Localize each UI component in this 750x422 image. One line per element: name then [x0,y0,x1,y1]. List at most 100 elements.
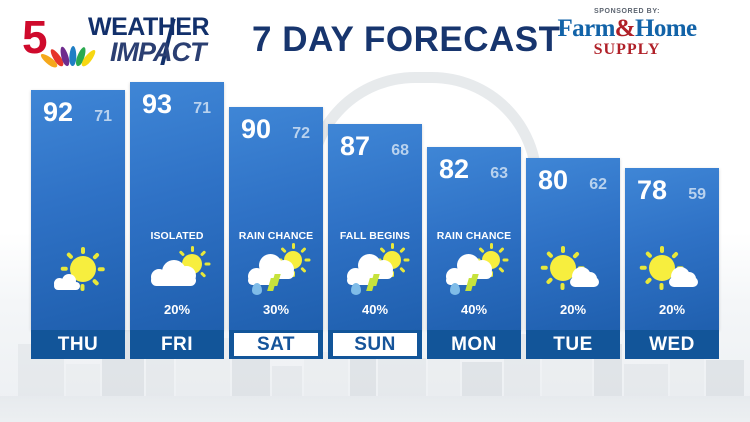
storm-with-sun-icon [229,243,323,297]
cloud-base [457,268,492,279]
sun-ray [561,246,565,253]
sun-ray [546,277,554,285]
forecast-day-column-fri[interactable]: 93 71 ISOLATED 20% [130,82,224,330]
high-temperature: 82 [439,154,470,184]
weather-icon [130,245,224,297]
sun-ray [204,262,210,266]
cloud-base [54,282,80,290]
high-temperature: 78 [637,175,668,205]
sun-ray [178,250,185,257]
day-label-band-sat[interactable]: SAT [229,330,323,359]
page-title: 7 DAY FORECAST [252,20,561,59]
temperature-group: 78 59 [625,175,719,209]
sun-ray [291,243,295,249]
sun-with-cloud-icon [625,245,719,297]
condition-description: ISOLATED [150,230,204,242]
day-label-band-wed[interactable]: WED [625,330,719,359]
day-label-band-fri[interactable]: FRI [130,330,224,359]
sun-ray [403,258,409,262]
weather-icon [31,245,125,297]
sun-ray [660,246,664,253]
condition-description: RAIN CHANCE [436,230,512,242]
nbc5-logo: 5 [22,11,98,70]
low-temperature: 62 [589,176,607,193]
high-temperature: 90 [241,114,272,144]
raindrop-icon [351,283,361,295]
low-temperature: 71 [94,108,112,125]
day-label-band-mon[interactable]: MON [427,330,521,359]
temperature-group: 90 72 [229,114,323,148]
sponsor-name-farm: Farm [557,15,616,42]
sun-ray [378,246,386,254]
raindrop-icon [450,283,460,295]
condition-description: RAIN CHANCE [238,230,314,242]
low-temperature: 59 [688,186,706,203]
weather-icon [625,245,719,297]
precipitation-chance: 20% [163,302,191,317]
channel-number: 5 [22,11,48,63]
day-highlight-box [333,333,417,356]
high-temperature: 87 [340,131,371,161]
forecast-day-column-wed[interactable]: 78 59 20% [625,168,719,330]
temperature-group: 92 71 [31,97,125,131]
sun-ray [640,266,647,270]
cloud-base [347,276,377,285]
forecast-day-column-mon[interactable]: 82 63 RAIN CHANCE 40% [427,147,521,330]
sponsor-logo: SPONSORED BY: Farm&Home SUPPLY [532,8,722,58]
cloud-base [358,268,393,279]
precipitation-chance: 20% [658,302,686,317]
day-label: FRI [160,334,194,355]
day-label: SUN [354,334,396,355]
temperature-group: 87 68 [328,131,422,165]
sun-ray [541,266,548,270]
cloud-base [151,275,196,286]
sun-ray [477,246,485,254]
weather-icon [328,243,422,297]
day-label-band-thu[interactable]: THU [31,330,125,359]
low-temperature: 71 [193,100,211,117]
sponsor-name: Farm&Home [532,15,722,42]
sun-ray [390,243,394,249]
sun-ray [497,246,505,254]
precipitation-chance: 40% [361,302,389,317]
sun-ray [497,266,505,274]
sun-ray [546,251,554,259]
weather-impact-logo: WEATHER IMPACT [88,13,238,67]
forecast-day-column-tue[interactable]: 80 62 20% [526,158,620,330]
precipitation-chance: 30% [262,302,290,317]
sponsor-name-ampersand: & [614,15,636,42]
sun-ray [299,246,307,254]
high-temperature: 92 [43,97,74,127]
forecast-day-column-sat[interactable]: 90 72 RAIN CHANCE 30% [229,107,323,330]
forecast-day-column-thu[interactable]: 92 71 [31,90,125,330]
sun-ray [489,243,493,249]
day-label: THU [57,334,99,355]
sun-ray [299,266,307,274]
sun-ray [66,252,74,260]
temperature-group: 82 63 [427,154,521,188]
sun-ray [398,266,406,274]
temperature-group: 93 71 [130,89,224,123]
low-temperature: 72 [292,125,310,142]
sponsor-name-home: Home [635,15,697,42]
day-label-band-sun[interactable]: SUN [328,330,422,359]
sun-ray [561,283,565,290]
brand-weather-text: WEATHER [88,13,210,41]
day-label: TUE [553,334,593,355]
sun-ray [671,251,679,259]
storm-with-sun-icon [427,243,521,297]
low-temperature: 63 [490,165,508,182]
cloud-base [248,276,278,285]
sun-ray [61,267,68,271]
precipitation-chance: 20% [559,302,587,317]
day-label-band-tue[interactable]: TUE [526,330,620,359]
sun-ray [98,267,105,271]
sun-disc [550,255,576,281]
brand-impact-text: IMPACT [110,37,206,67]
sponsor-supply-text: SUPPLY [593,41,661,58]
forecast-day-column-sun[interactable]: 87 68 FALL BEGINS 40% [328,124,422,330]
sun-ray [81,247,85,254]
sun-ray [645,277,653,285]
sun-ray [660,283,664,290]
cloud-base [259,268,294,279]
